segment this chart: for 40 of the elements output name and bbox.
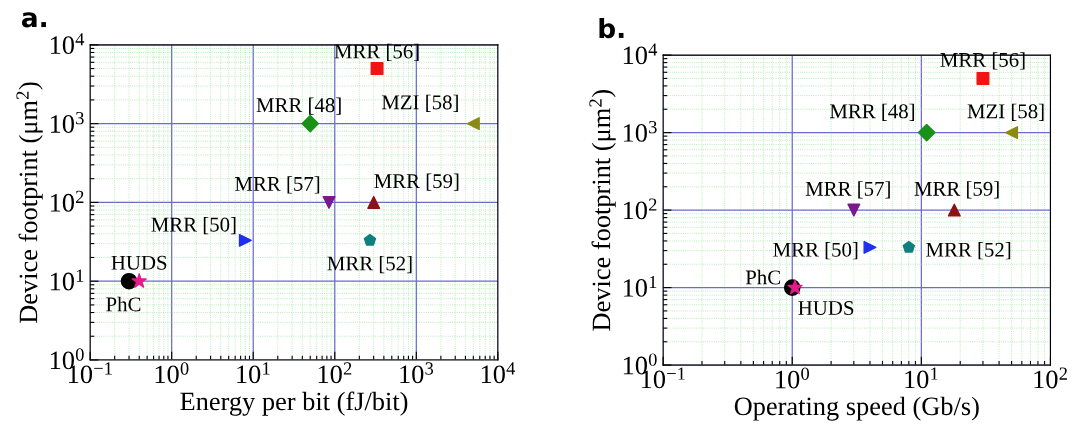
series-label: HUDS xyxy=(111,255,167,270)
series-label: MRR [57] xyxy=(805,181,890,199)
x-tick-label: 10$^{4}$ xyxy=(481,362,516,384)
series-label: MZI [58] xyxy=(967,103,1044,121)
series-label: MRR [50] xyxy=(773,242,858,260)
chart-title: a. xyxy=(21,12,46,28)
x-tick-label: 10$^{0}$ xyxy=(155,362,189,384)
series-label: MRR [57] xyxy=(235,176,320,194)
y-tick-label: 10$^{2}$ xyxy=(50,190,84,212)
x-tick-label: 10$^{2}$ xyxy=(1034,367,1067,389)
series-label: PhC xyxy=(745,269,780,285)
x-tick-label: 10$^{0}$ xyxy=(776,367,810,389)
y-tick-label: 10$^{4}$ xyxy=(50,33,85,55)
y-axis-title: Device footprint (μm$^{2}$) xyxy=(589,90,616,331)
y-tick-label: 10$^{1}$ xyxy=(50,269,84,291)
series-label: MRR [59] xyxy=(374,173,459,191)
y-axis-title: Device footprint (μm$^{2}$) xyxy=(16,82,43,324)
series-label: HUDS xyxy=(798,301,854,316)
x-tick-label: 10$^{1}$ xyxy=(237,362,270,384)
y-tick-label: 10$^{3}$ xyxy=(623,120,657,142)
series-label: MRR [48] xyxy=(256,97,341,115)
y-tick-label: 10$^{2}$ xyxy=(623,198,657,220)
y-tick-label: 10$^{3}$ xyxy=(50,111,84,133)
series-label: MRR [48] xyxy=(829,103,915,121)
series-label: MRR [52] xyxy=(926,242,1011,260)
series-label: MRR [59] xyxy=(914,181,999,199)
series-label: MRR [50] xyxy=(151,216,236,235)
series-label: MRR [52] xyxy=(327,255,412,274)
y-tick-label: 10$^{1}$ xyxy=(623,275,657,297)
x-axis-title: Operating speed (Gb/s) xyxy=(734,396,979,421)
x-axis-title: Energy per bit (fJ/bit) xyxy=(180,391,408,416)
x-tick-label: 10$^{3}$ xyxy=(400,362,434,384)
chart-title: b. xyxy=(599,17,624,39)
y-tick-label: 10$^{4}$ xyxy=(623,43,658,65)
series-label: MRR [56] xyxy=(334,43,419,62)
x-tick-label: 10$^{2}$ xyxy=(318,362,352,384)
series-label: MRR [56] xyxy=(940,52,1025,70)
series-label: PhC xyxy=(106,296,141,312)
series-label: MZI [58] xyxy=(381,94,458,112)
x-tick-label: 10$^{1}$ xyxy=(905,367,938,389)
